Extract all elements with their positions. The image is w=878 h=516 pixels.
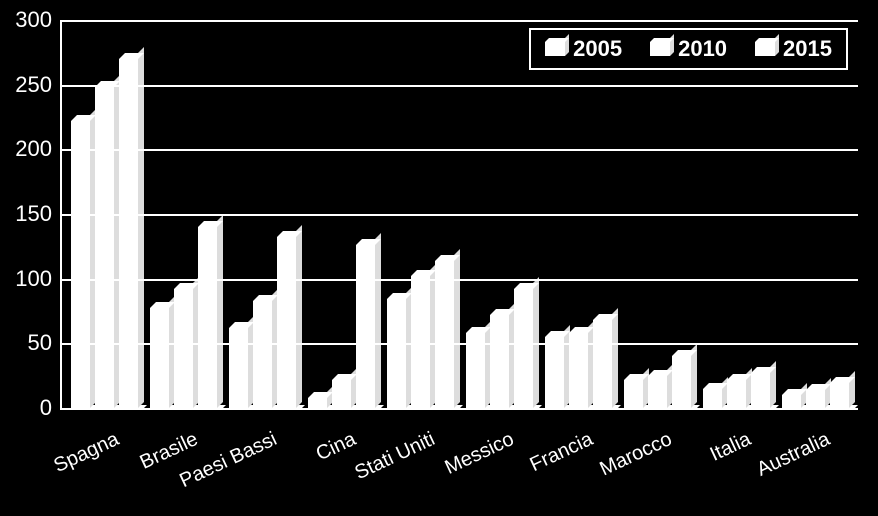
bar <box>490 315 509 408</box>
bar <box>514 289 533 408</box>
legend-item-2010: 2010 <box>650 36 727 62</box>
y-axis-label: 300 <box>2 7 52 33</box>
y-axis-label: 0 <box>2 395 52 421</box>
y-axis-label: 100 <box>2 266 52 292</box>
y-axis-label: 150 <box>2 201 52 227</box>
bar <box>648 376 667 408</box>
bar <box>71 121 90 408</box>
bar <box>198 227 217 408</box>
legend-item-2005: 2005 <box>545 36 622 62</box>
bar <box>672 356 691 408</box>
bar <box>727 380 746 408</box>
y-axis-label: 200 <box>2 136 52 162</box>
legend-swatch-icon <box>650 42 670 56</box>
bar-chart: 2005 2010 2015 050100150200250300 Spagna… <box>0 0 878 516</box>
bar <box>95 87 114 408</box>
bar <box>387 299 406 408</box>
gridline <box>62 343 858 345</box>
bar <box>277 237 296 408</box>
bar <box>229 328 248 408</box>
plot-area <box>60 20 858 410</box>
bar <box>782 395 801 408</box>
bar <box>545 337 564 408</box>
bar <box>806 390 825 408</box>
gridline <box>62 214 858 216</box>
legend: 2005 2010 2015 <box>529 28 848 70</box>
bar <box>751 373 770 408</box>
bar <box>703 389 722 408</box>
bar <box>332 380 351 408</box>
bar <box>308 398 327 408</box>
gridline <box>62 149 858 151</box>
bar <box>119 59 138 408</box>
gridline <box>62 279 858 281</box>
gridline <box>62 20 858 22</box>
gridline <box>62 85 858 87</box>
legend-swatch-icon <box>545 42 565 56</box>
y-axis-label: 250 <box>2 72 52 98</box>
legend-item-2015: 2015 <box>755 36 832 62</box>
bar <box>830 383 849 408</box>
legend-label: 2005 <box>573 36 622 62</box>
bar <box>174 289 193 408</box>
bar <box>356 245 375 408</box>
bar <box>435 261 454 408</box>
legend-swatch-icon <box>755 42 775 56</box>
bar <box>624 380 643 408</box>
bar <box>411 276 430 408</box>
bar <box>150 308 169 408</box>
bar <box>593 320 612 408</box>
y-axis-label: 50 <box>2 330 52 356</box>
legend-label: 2015 <box>783 36 832 62</box>
legend-label: 2010 <box>678 36 727 62</box>
bar <box>253 301 272 408</box>
